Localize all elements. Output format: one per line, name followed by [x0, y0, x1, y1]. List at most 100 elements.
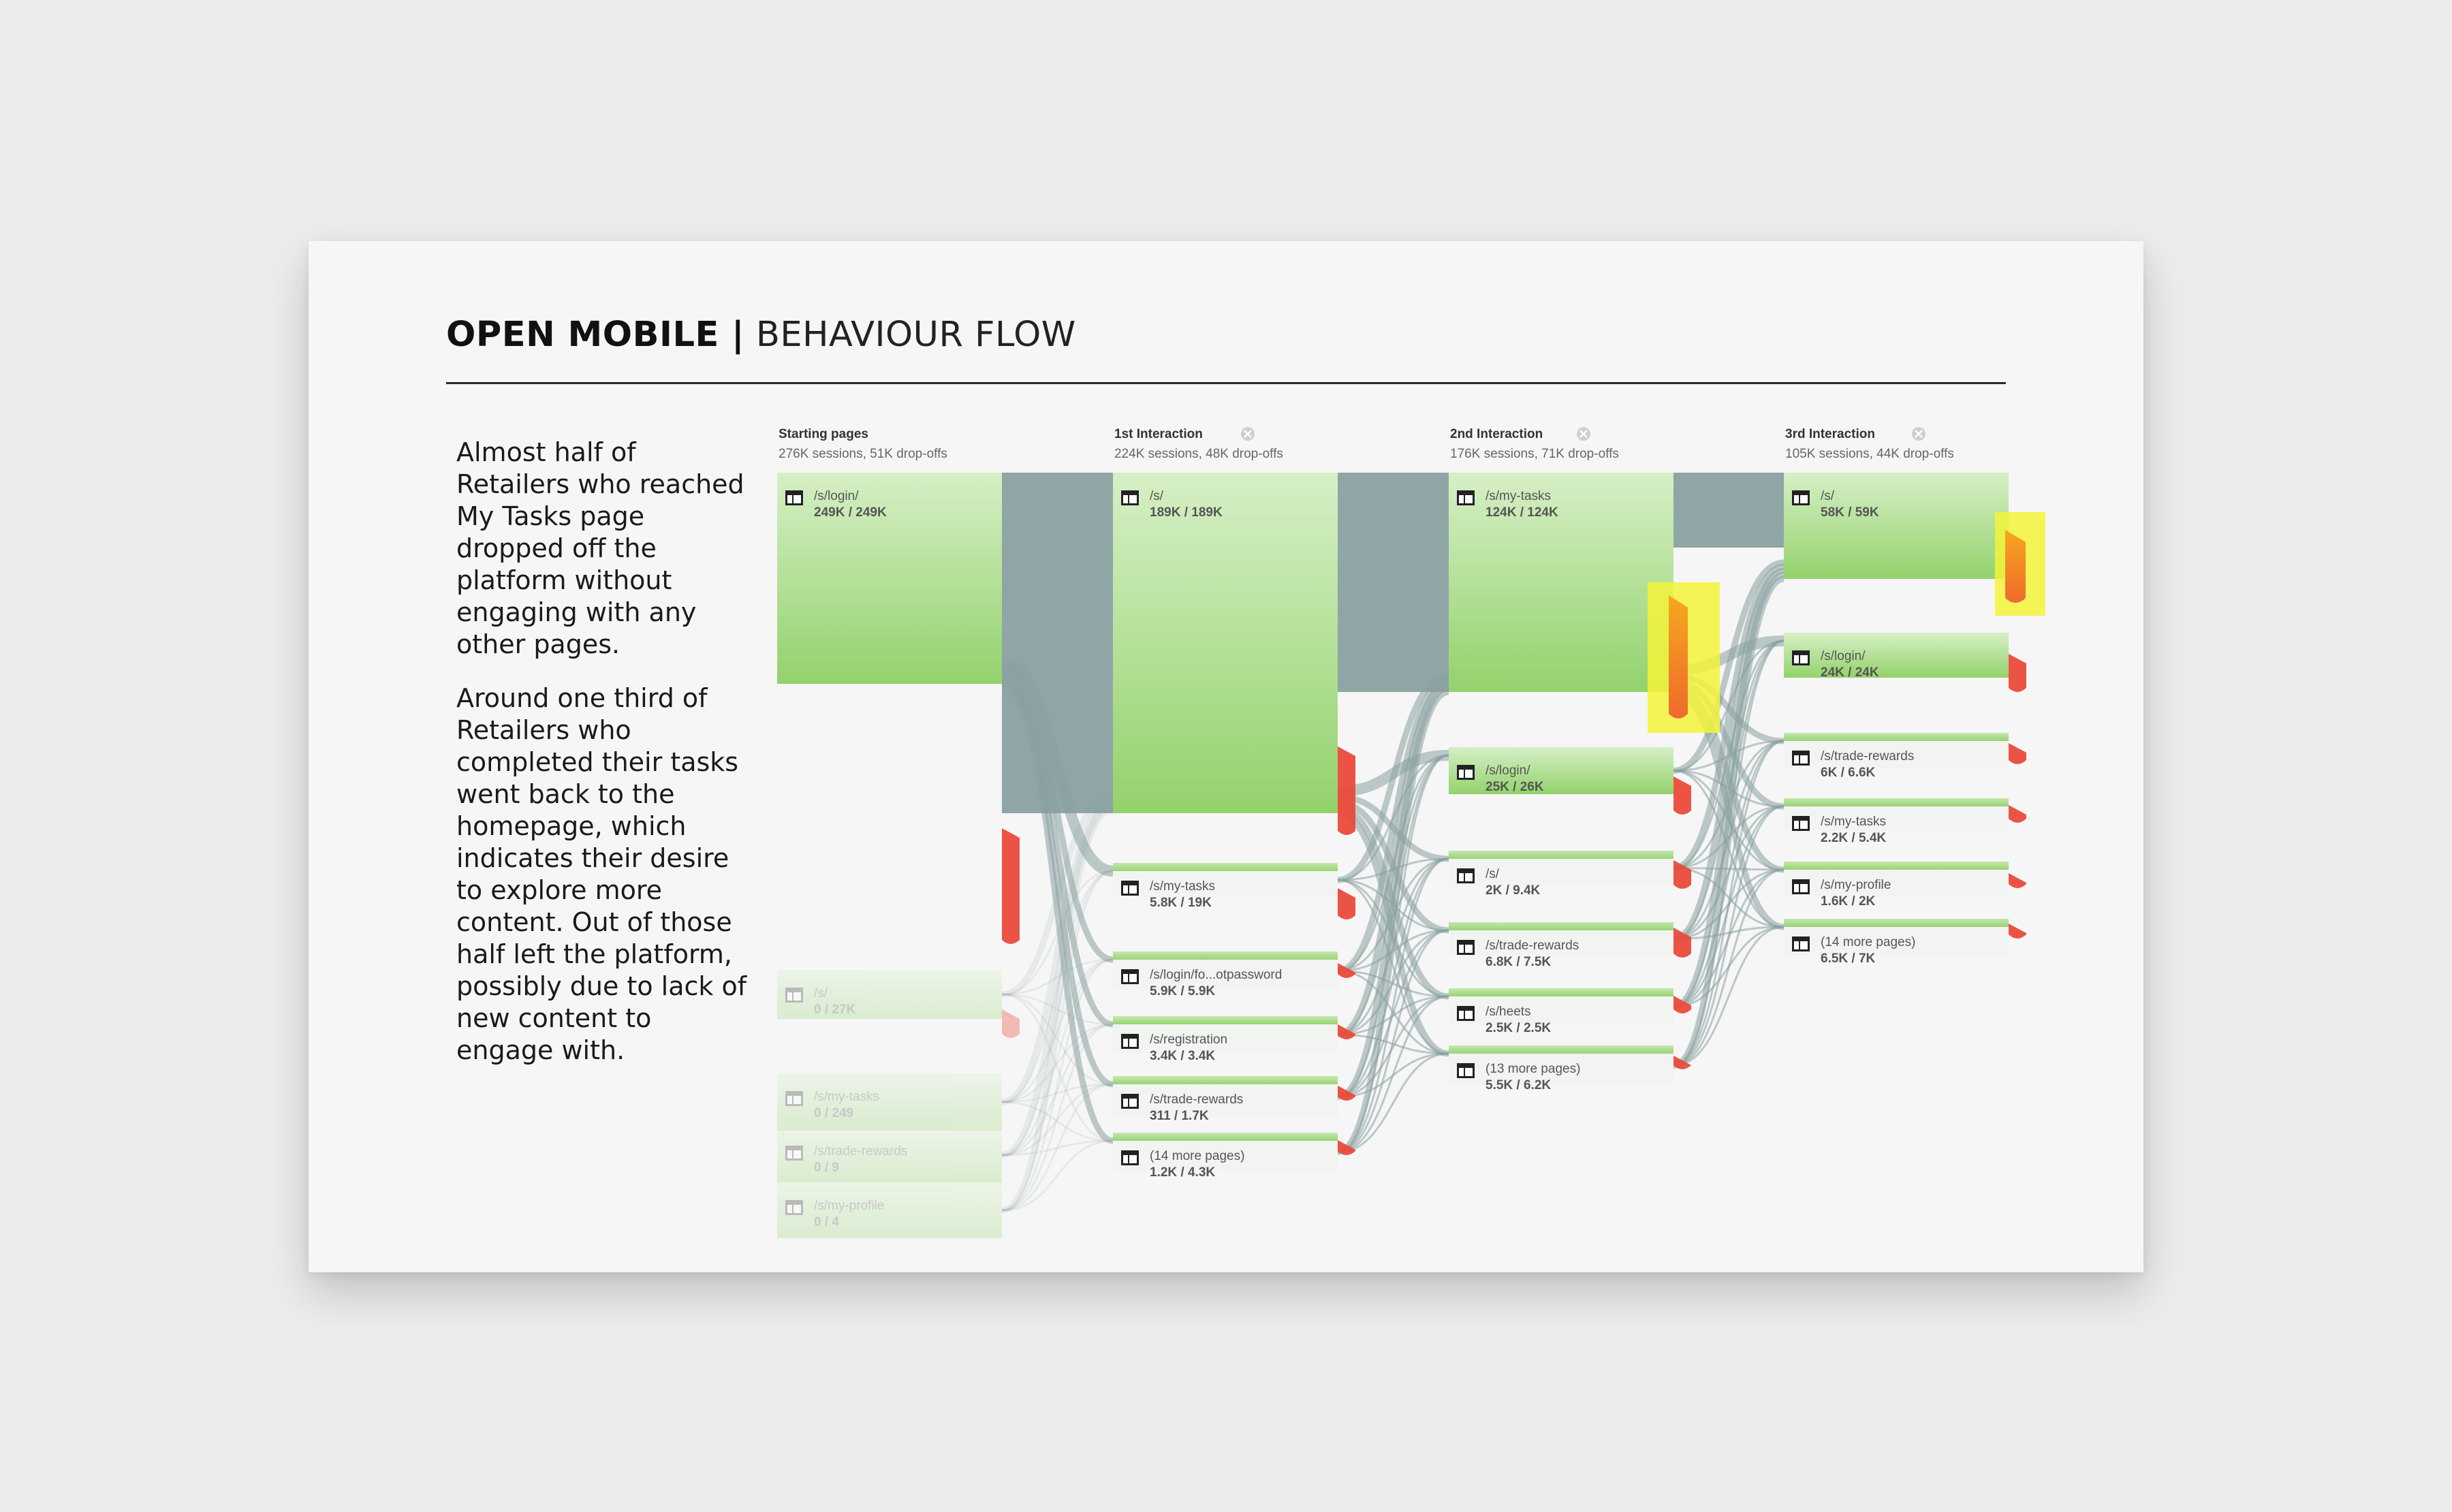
page-icon: [1121, 1034, 1139, 1049]
main-link-2: [1673, 473, 1784, 548]
node-bar: [1784, 633, 2009, 678]
page-icon: [1457, 1006, 1475, 1021]
flow-link-0-0-2: [1001, 664, 1114, 963]
node-page-label: /s/trade-rewards: [1486, 939, 1579, 953]
column-title: 3rd Interaction: [1785, 427, 1875, 441]
node-page-label: /s/my-tasks: [1150, 879, 1215, 894]
node-bar: [1449, 988, 1673, 996]
flow-link-0-2-1: [1001, 870, 1114, 1103]
flow-node[interactable]: /s/login/24K / 24K: [1784, 633, 2009, 680]
flow-node[interactable]: /s/2K / 9.4K: [1449, 851, 1673, 898]
node-bar: [1784, 919, 2009, 927]
flow-link-2-5-2: [1673, 740, 1785, 1067]
flow-node[interactable]: /s/my-tasks 5.8K / 19K: [1113, 863, 1338, 910]
page-icon: [1792, 751, 1810, 766]
highlight-markers: [1648, 512, 2045, 733]
flow-link-0-3-4: [1001, 1083, 1114, 1156]
dropoff-3-2: [2009, 805, 2026, 823]
flow-node[interactable]: /s/my-tasks 0 / 249: [777, 1073, 1002, 1131]
node-page-label: (14 more pages): [1821, 935, 1915, 949]
node-value: 1.2K / 4.3K: [1150, 1165, 1215, 1180]
flow-node[interactable]: (14 more pages) 6.5K / 7K: [1784, 919, 2009, 966]
node-bar: [1113, 951, 1338, 960]
flow-link-0-4-0: [1001, 806, 1114, 1214]
node-body: [1784, 870, 2009, 896]
node-bar: [777, 1128, 1002, 1182]
node-page-label: /s/my-tasks: [1821, 815, 1886, 829]
flow-node[interactable]: /s/189K / 189K: [1113, 473, 1338, 813]
node-page-label: /s/login/: [814, 489, 859, 503]
node-bar: [777, 473, 1002, 684]
flow-node[interactable]: /s/trade-rewards 6.8K / 7.5K: [1449, 922, 1673, 969]
flow-node[interactable]: /s/trade-rewards 6K / 6.6K: [1784, 733, 2009, 780]
flow-link-2-2-0: [1673, 563, 1785, 871]
node-bar: [1784, 473, 2009, 579]
flow-node[interactable]: (13 more pages) 5.5K / 6.2K: [1449, 1045, 1673, 1092]
flow-node[interactable]: /s/login/fo...otpassword 5.9K / 5.9K: [1113, 951, 1338, 998]
paragraph-2: Around one third of Retailers who comple…: [456, 683, 747, 1065]
dropoff-2-1: [1673, 860, 1691, 889]
flow-node[interactable]: /s/login/25K / 26K: [1449, 747, 1673, 794]
page-icon: [1792, 816, 1810, 831]
flow-link-0-0-3: [1001, 670, 1114, 1028]
flow-link-0-4-3: [1001, 1023, 1114, 1212]
flow-link-0-1-3: [1001, 993, 1114, 1026]
flow-link-0-3-3: [1001, 1023, 1114, 1156]
node-body: [1449, 1054, 1673, 1086]
flow-node[interactable]: /s/login/249K / 249K: [777, 473, 1002, 684]
flow-link-1-4-3: [1337, 929, 1449, 1098]
flow-link-0-3-2: [1001, 958, 1114, 1156]
flow-node[interactable]: /s/0 / 27K: [777, 970, 1002, 1019]
close-icon[interactable]: [1912, 427, 1926, 441]
flow-node[interactable]: /s/trade-rewards 311 / 1.7K: [1113, 1076, 1338, 1123]
flow-link-0-3-0: [1001, 802, 1114, 1159]
dropoff-3-3: [2009, 873, 2026, 888]
dropoff-2-2: [1673, 928, 1691, 958]
node-page-label: /s/registration: [1150, 1033, 1227, 1047]
description: Almost half of Retailers who reached My …: [456, 437, 749, 1088]
flow-link-1-1-5: [1337, 879, 1449, 1055]
flow-link-0-3-5: [1001, 1139, 1114, 1156]
close-icon[interactable]: [1241, 427, 1255, 441]
flow-node[interactable]: /s/my-tasks 2.2K / 5.4K: [1784, 798, 2009, 845]
flow-node[interactable]: /s/my-profile 1.6K / 2K: [1784, 862, 2009, 909]
flow-link-0-2-3: [1001, 1023, 1114, 1103]
node-value: 6K / 6.6K: [1821, 766, 1876, 780]
flow-node[interactable]: (14 more pages) 1.2K / 4.3K: [1113, 1133, 1338, 1180]
flow-link-1-5-5: [1337, 1052, 1449, 1153]
dropoff-3-0: [2009, 654, 2026, 692]
flow-link-1-4-2: [1337, 857, 1449, 1098]
flow-node[interactable]: /s/58K / 59K: [1784, 473, 2009, 579]
flow-link-0-3-1: [1001, 870, 1114, 1156]
node-bar: [1113, 1076, 1338, 1084]
dropoff-3-4: [2009, 924, 2026, 939]
node-page-label: /s/: [814, 986, 828, 1001]
flow-node[interactable]: /s/trade-rewards 0 / 9: [777, 1128, 1002, 1182]
node-page-label: /s/trade-rewards: [1821, 749, 1914, 763]
close-icon[interactable]: [1577, 427, 1590, 441]
node-value: 311 / 1.7K: [1150, 1109, 1209, 1123]
flow-link-1-5-1: [1337, 754, 1449, 1153]
flow-link-0-2-4: [1001, 1083, 1114, 1103]
flow-node[interactable]: /s/heets 2.5K / 2.5K: [1449, 988, 1673, 1035]
flow-link-1-3-3: [1337, 929, 1449, 1036]
dropoff-1-1: [1338, 888, 1355, 919]
dropoff-2-4: [1673, 1056, 1691, 1069]
node-value: 2.5K / 2.5K: [1486, 1021, 1551, 1035]
page-icon: [1121, 490, 1139, 505]
column-headers: Starting pages 276K sessions, 51K drop-of…: [779, 427, 1954, 461]
title-bold: OPEN MOBILE |: [446, 315, 745, 355]
column-subtitle: 224K sessions, 48K drop-offs: [1114, 447, 1283, 461]
node-page-label: /s/trade-rewards: [814, 1144, 907, 1159]
title-divider: [446, 382, 2006, 384]
flow-node[interactable]: /s/my-tasks 124K / 124K: [1449, 473, 1673, 692]
page-icon: [1457, 1063, 1475, 1078]
flow-node[interactable]: /s/my-profile 0 / 4: [777, 1182, 1002, 1238]
node-value: 249K / 249K: [814, 505, 887, 520]
node-page-label: /s/my-profile: [814, 1199, 884, 1213]
flow-node[interactable]: /s/registration 3.4K / 3.4K: [1113, 1016, 1338, 1063]
page-icon: [785, 1091, 803, 1106]
paragraph-1: Almost half of Retailers who reached My …: [456, 437, 744, 659]
page-icon: [1792, 650, 1810, 665]
dropoff-1-3: [1338, 1024, 1355, 1039]
